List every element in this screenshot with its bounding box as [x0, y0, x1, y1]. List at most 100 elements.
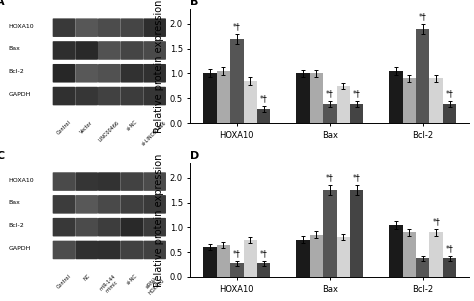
- FancyBboxPatch shape: [98, 41, 121, 60]
- FancyBboxPatch shape: [98, 195, 121, 214]
- FancyBboxPatch shape: [143, 172, 166, 191]
- Text: *†: *†: [233, 22, 241, 31]
- Bar: [350, 190, 364, 277]
- FancyBboxPatch shape: [53, 241, 75, 259]
- FancyBboxPatch shape: [75, 195, 98, 214]
- Y-axis label: Relative protein expression: Relative protein expression: [154, 153, 164, 287]
- Bar: [416, 258, 429, 277]
- Text: si-LINC00466: si-LINC00466: [141, 119, 168, 146]
- FancyBboxPatch shape: [53, 218, 75, 237]
- Bar: [244, 240, 257, 277]
- Text: *†: *†: [432, 217, 440, 226]
- FancyBboxPatch shape: [121, 41, 143, 60]
- FancyBboxPatch shape: [98, 172, 121, 191]
- Bar: [337, 237, 350, 277]
- FancyBboxPatch shape: [75, 241, 98, 259]
- FancyBboxPatch shape: [121, 218, 143, 237]
- Y-axis label: Relative protein expression: Relative protein expression: [154, 0, 164, 133]
- Bar: [389, 225, 402, 277]
- FancyBboxPatch shape: [121, 18, 143, 37]
- Bar: [323, 190, 337, 277]
- Text: *†: *†: [260, 95, 268, 104]
- Text: GAPDH: GAPDH: [8, 246, 31, 251]
- Text: *†: *†: [233, 249, 241, 258]
- FancyBboxPatch shape: [98, 18, 121, 37]
- Text: B: B: [191, 0, 199, 7]
- Bar: [217, 245, 230, 277]
- Text: C: C: [0, 150, 4, 161]
- Text: GAPDH: GAPDH: [8, 92, 31, 97]
- Bar: [402, 232, 416, 277]
- Bar: [416, 29, 429, 123]
- FancyBboxPatch shape: [143, 18, 166, 37]
- Text: si-NC: si-NC: [126, 119, 138, 132]
- FancyBboxPatch shape: [53, 41, 75, 60]
- Text: Vector: Vector: [79, 119, 94, 134]
- Text: miR-144
mimic: miR-144 mimic: [98, 274, 120, 296]
- FancyBboxPatch shape: [121, 195, 143, 214]
- FancyBboxPatch shape: [53, 172, 75, 191]
- Bar: [350, 104, 364, 123]
- Text: Bax: Bax: [8, 46, 20, 51]
- Bar: [323, 104, 337, 123]
- FancyBboxPatch shape: [143, 241, 166, 259]
- Bar: [257, 263, 271, 277]
- FancyBboxPatch shape: [53, 18, 75, 37]
- Text: *†: *†: [260, 249, 268, 258]
- Text: Control: Control: [56, 274, 72, 290]
- Bar: [429, 79, 443, 123]
- FancyBboxPatch shape: [121, 241, 143, 259]
- Bar: [443, 258, 456, 277]
- Bar: [257, 109, 271, 123]
- Text: si-NC: si-NC: [126, 274, 138, 286]
- FancyBboxPatch shape: [75, 218, 98, 237]
- Text: *†: *†: [353, 174, 361, 183]
- FancyBboxPatch shape: [98, 64, 121, 82]
- Bar: [443, 104, 456, 123]
- Bar: [389, 71, 402, 123]
- Text: D: D: [191, 151, 200, 161]
- Bar: [230, 39, 244, 123]
- FancyBboxPatch shape: [143, 41, 166, 60]
- FancyBboxPatch shape: [53, 87, 75, 105]
- Text: LINC00466: LINC00466: [98, 119, 121, 142]
- FancyBboxPatch shape: [98, 87, 121, 105]
- FancyBboxPatch shape: [53, 195, 75, 214]
- FancyBboxPatch shape: [75, 18, 98, 37]
- Text: *†: *†: [419, 12, 427, 21]
- FancyBboxPatch shape: [143, 195, 166, 214]
- Bar: [296, 240, 310, 277]
- FancyBboxPatch shape: [75, 172, 98, 191]
- Bar: [203, 247, 217, 277]
- FancyBboxPatch shape: [75, 64, 98, 82]
- FancyBboxPatch shape: [121, 64, 143, 82]
- FancyBboxPatch shape: [98, 218, 121, 237]
- Text: siRNA-
HOXA10: siRNA- HOXA10: [144, 274, 165, 296]
- Text: A: A: [0, 0, 5, 7]
- Bar: [203, 73, 217, 123]
- Text: *†: *†: [446, 90, 454, 99]
- Text: *†: *†: [326, 90, 334, 99]
- Bar: [296, 73, 310, 123]
- Bar: [429, 232, 443, 277]
- Text: *†: *†: [353, 90, 361, 99]
- Bar: [310, 73, 323, 123]
- FancyBboxPatch shape: [143, 87, 166, 105]
- Text: Bcl-2: Bcl-2: [8, 223, 24, 228]
- Text: Bcl-2: Bcl-2: [8, 69, 24, 74]
- FancyBboxPatch shape: [53, 64, 75, 82]
- FancyBboxPatch shape: [98, 241, 121, 259]
- FancyBboxPatch shape: [121, 172, 143, 191]
- Text: *†: *†: [446, 244, 454, 253]
- Bar: [244, 81, 257, 123]
- FancyBboxPatch shape: [75, 87, 98, 105]
- Text: *†: *†: [326, 174, 334, 183]
- Text: Control: Control: [56, 119, 72, 136]
- Bar: [230, 263, 244, 277]
- FancyBboxPatch shape: [143, 218, 166, 237]
- FancyBboxPatch shape: [121, 87, 143, 105]
- Bar: [402, 79, 416, 123]
- FancyBboxPatch shape: [143, 64, 166, 82]
- FancyBboxPatch shape: [75, 41, 98, 60]
- Text: HOXA10: HOXA10: [8, 24, 34, 29]
